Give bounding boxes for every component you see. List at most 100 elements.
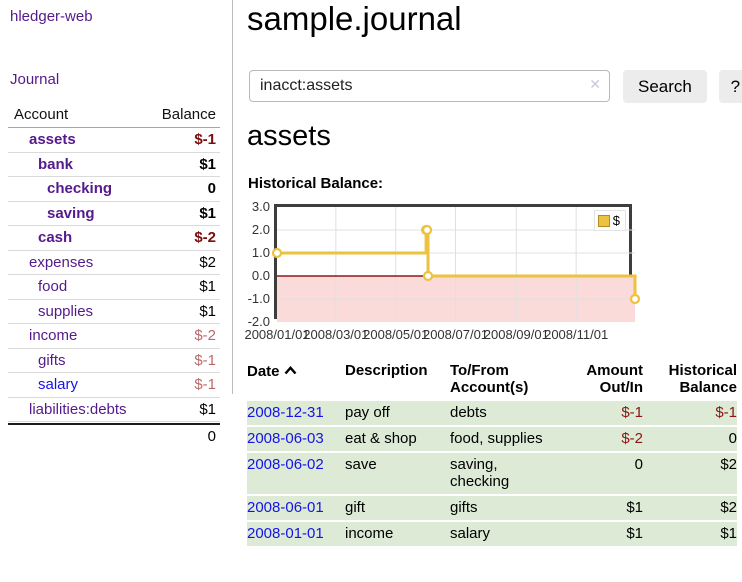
transaction-accounts: debts bbox=[450, 404, 487, 421]
transaction-amount: $-1 bbox=[621, 404, 643, 421]
account-balance: $-2 bbox=[194, 327, 216, 345]
clear-search-icon[interactable]: ✕ bbox=[589, 76, 601, 92]
register-table: Date Description To/From Account(s) Amou… bbox=[247, 360, 737, 548]
transaction-amount: 0 bbox=[634, 456, 643, 473]
transaction-amount: $1 bbox=[626, 525, 643, 542]
search-help-button[interactable]: ? bbox=[718, 70, 742, 103]
account-balance: $-1 bbox=[194, 131, 216, 149]
transaction-balance: $1 bbox=[720, 525, 737, 542]
transaction-row: 2008-06-01 gift gifts $1 $2 bbox=[247, 496, 737, 520]
accounts-total-value: 0 bbox=[207, 428, 216, 445]
chart-x-tick-label: 2008/05/01 bbox=[363, 327, 429, 342]
account-balance: $2 bbox=[199, 253, 216, 271]
account-balance: $1 bbox=[199, 302, 216, 320]
chart-y-tick-label: 3.0 bbox=[251, 199, 270, 214]
transaction-balance: $2 bbox=[720, 456, 737, 473]
legend-swatch-icon bbox=[597, 214, 610, 227]
account-row: saving $1 bbox=[8, 202, 220, 226]
account-heading: assets bbox=[247, 120, 331, 152]
search-button[interactable]: Search bbox=[623, 70, 707, 103]
accounts-total-row: 0 bbox=[8, 423, 220, 448]
transaction-row: 2008-06-02 save saving, checking 0 $2 bbox=[247, 453, 737, 494]
sidebar-item-journal[interactable]: Journal bbox=[10, 71, 60, 88]
account-balance: 0 bbox=[207, 180, 216, 198]
search-input[interactable] bbox=[249, 70, 610, 102]
balance-column-header-main: Historical Balance bbox=[668, 362, 737, 396]
account-balance: $-1 bbox=[194, 351, 216, 369]
account-row: assets $-1 bbox=[8, 128, 220, 153]
transaction-date-link[interactable]: 2008-01-01 bbox=[247, 525, 324, 542]
balance-column-header: Balance bbox=[161, 106, 216, 123]
sidebar-account-link[interactable]: bank bbox=[38, 155, 74, 173]
transaction-description: eat & shop bbox=[345, 430, 417, 447]
account-row: gifts $-1 bbox=[8, 349, 220, 373]
account-column-header: Account bbox=[14, 106, 69, 123]
chart-x-tick-label: 2008/09/01 bbox=[483, 327, 549, 342]
sidebar-account-link[interactable]: checking bbox=[47, 180, 113, 198]
chart-y-tick-label: -2.0 bbox=[247, 314, 270, 329]
sidebar-divider bbox=[232, 0, 233, 394]
chart-title: Historical Balance: bbox=[248, 175, 384, 192]
transaction-date-link[interactable]: 2008-06-03 bbox=[247, 430, 324, 447]
sidebar-account-link[interactable]: food bbox=[38, 278, 68, 296]
chart-x-tick-label: 2008/07/01 bbox=[422, 327, 489, 342]
amount-column-header: Amount Out/In bbox=[586, 362, 643, 396]
accounts-column-header: To/From Account(s) bbox=[450, 362, 529, 396]
account-row: checking 0 bbox=[8, 177, 220, 202]
chart-legend: $ bbox=[593, 210, 626, 231]
chart-y-tick-label: 1.0 bbox=[251, 245, 270, 260]
sidebar-account-link[interactable]: gifts bbox=[38, 351, 66, 369]
sort-ascending-icon bbox=[284, 362, 297, 379]
sidebar-account-link[interactable]: salary bbox=[38, 376, 79, 394]
accounts-table-header: Account Balance bbox=[8, 104, 220, 128]
historical-balance-chart: $ bbox=[271, 204, 641, 322]
date-column-header: Date bbox=[247, 360, 345, 398]
legend-series-label: $ bbox=[612, 213, 620, 228]
chart-y-tick-label: -1.0 bbox=[247, 291, 270, 306]
sidebar-account-link[interactable]: expenses bbox=[29, 253, 94, 271]
sidebar-account-link[interactable]: supplies bbox=[38, 302, 94, 320]
sidebar-account-link[interactable]: cash bbox=[38, 229, 73, 247]
sidebar-account-link[interactable]: income bbox=[29, 327, 78, 345]
chart-y-tick-label: 2.0 bbox=[251, 222, 270, 237]
account-row: food $1 bbox=[8, 275, 220, 300]
account-balance: $1 bbox=[199, 204, 216, 222]
account-row: bank $1 bbox=[8, 153, 220, 177]
transaction-balance: $2 bbox=[720, 499, 737, 516]
chart-y-tick-label: 0.0 bbox=[251, 268, 270, 283]
account-row: supplies $1 bbox=[8, 300, 220, 324]
transaction-date-link[interactable]: 2008-12-31 bbox=[247, 404, 324, 421]
transaction-accounts: food, supplies bbox=[450, 430, 543, 447]
chart-x-tick-label: 2008/11/01 bbox=[544, 327, 609, 342]
accounts-table: Account Balance assets $-1 bank $1 checking 0… bbox=[8, 104, 220, 448]
account-row: cash $-2 bbox=[8, 226, 220, 251]
account-row: salary $-1 bbox=[8, 373, 220, 398]
transaction-description: gift bbox=[345, 499, 366, 516]
transaction-accounts: salary bbox=[450, 525, 491, 542]
transaction-row: 2008-06-03 eat & shop food, supplies $-2 0 bbox=[247, 427, 737, 451]
register-table-header: Date Description To/From Account(s) Amou… bbox=[247, 360, 737, 398]
account-balance: $1 bbox=[199, 278, 216, 296]
account-balance: $1 bbox=[199, 155, 216, 173]
chart-x-tick-label: 2008/01/01 bbox=[244, 327, 310, 342]
account-row: expenses $2 bbox=[8, 251, 220, 275]
transaction-amount: $1 bbox=[626, 499, 643, 516]
sidebar-account-link[interactable]: assets bbox=[29, 131, 76, 149]
account-balance: $-2 bbox=[194, 229, 216, 247]
sidebar-account-link[interactable]: liabilities:debts bbox=[29, 400, 127, 418]
transaction-date-link[interactable]: 2008-06-01 bbox=[247, 499, 324, 516]
transaction-balance: $-1 bbox=[715, 404, 737, 421]
page-title: sample.journal bbox=[247, 0, 462, 37]
transaction-date-link[interactable]: 2008-06-02 bbox=[247, 456, 324, 473]
transaction-balance: 0 bbox=[728, 430, 737, 447]
search-bar: ✕ Search ? bbox=[249, 70, 742, 103]
brand-link[interactable]: hledger-web bbox=[10, 8, 93, 25]
account-balance: $1 bbox=[199, 400, 216, 418]
chart-x-tick-label: 2008/03/01 bbox=[303, 327, 369, 342]
sidebar-account-link[interactable]: saving bbox=[47, 204, 95, 222]
transaction-row: 2008-12-31 pay off debts $-1 $-1 bbox=[247, 401, 737, 425]
account-row: income $-2 bbox=[8, 324, 220, 349]
transaction-description: save bbox=[345, 456, 377, 473]
account-row: liabilities:debts $1 bbox=[8, 398, 220, 422]
